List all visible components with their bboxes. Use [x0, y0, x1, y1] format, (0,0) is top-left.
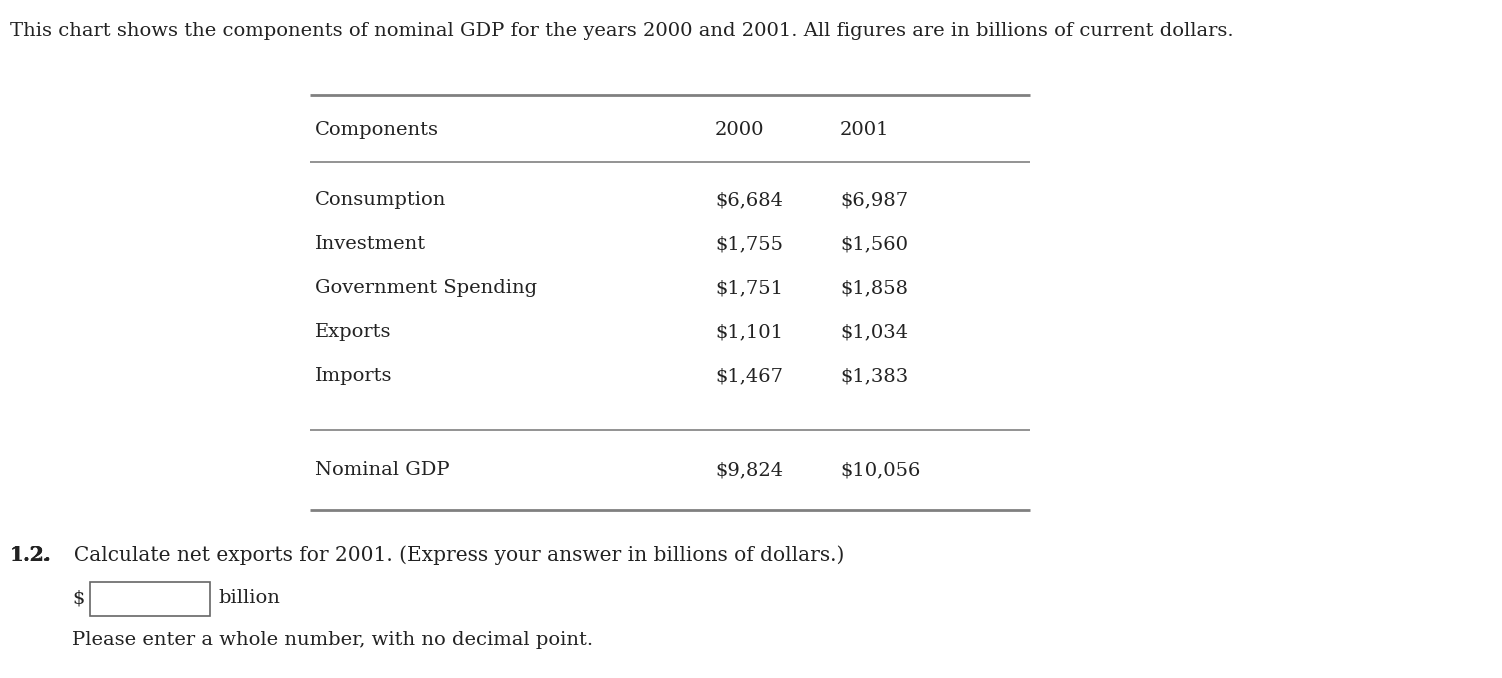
Text: $9,824: $9,824	[715, 461, 783, 479]
Text: 1.2.    Calculate net exports for 2001. (Express your answer in billions of doll: 1.2. Calculate net exports for 2001. (Ex…	[11, 545, 844, 565]
Text: $1,101: $1,101	[715, 323, 783, 341]
Text: $1,383: $1,383	[840, 367, 909, 385]
Text: $1,755: $1,755	[715, 235, 783, 253]
Text: Nominal GDP: Nominal GDP	[315, 461, 449, 479]
Bar	[90, 582, 210, 616]
Text: $: $	[72, 589, 84, 607]
Text: $1,858: $1,858	[840, 279, 909, 297]
Text: Imports: Imports	[315, 367, 392, 385]
Text: Government Spending: Government Spending	[315, 279, 538, 297]
Text: Consumption: Consumption	[315, 191, 446, 209]
Text: $10,056: $10,056	[840, 461, 921, 479]
Text: Investment: Investment	[315, 235, 427, 253]
Text: Please enter a whole number, with no decimal point.: Please enter a whole number, with no dec…	[72, 631, 593, 649]
Text: $1,034: $1,034	[840, 323, 909, 341]
Text: 2001: 2001	[840, 121, 889, 139]
Text: Components: Components	[315, 121, 439, 139]
Text: 1.2.: 1.2.	[11, 545, 53, 565]
Text: $1,560: $1,560	[840, 235, 909, 253]
Text: $1,467: $1,467	[715, 367, 783, 385]
Text: $6,684: $6,684	[715, 191, 783, 209]
Text: This chart shows the components of nominal GDP for the years 2000 and 2001. All : This chart shows the components of nomin…	[11, 22, 1233, 40]
Text: Exports: Exports	[315, 323, 392, 341]
Text: 1.2.: 1.2.	[11, 545, 53, 565]
Text: $6,987: $6,987	[840, 191, 909, 209]
Text: $1,751: $1,751	[715, 279, 783, 297]
Text: billion: billion	[218, 589, 279, 607]
Text: 2000: 2000	[715, 121, 765, 139]
